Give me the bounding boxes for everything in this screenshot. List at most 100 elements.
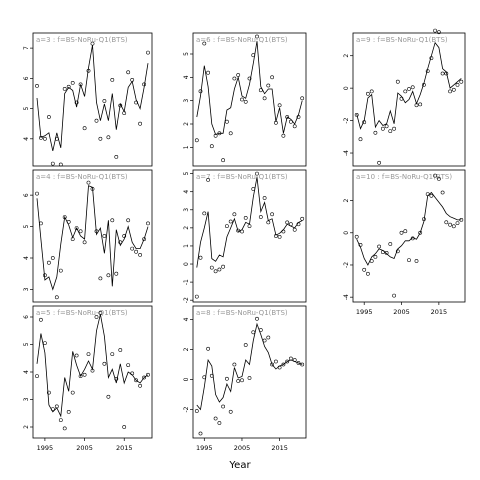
data-point: [285, 220, 290, 225]
data-point: [403, 89, 408, 94]
data-point: [66, 409, 71, 414]
data-point: [392, 126, 397, 131]
data-point: [66, 219, 71, 224]
data-point: [142, 82, 147, 87]
data-point: [70, 237, 75, 242]
data-point: [228, 409, 233, 414]
y-tick-label: 3: [183, 208, 190, 212]
data-point: [232, 76, 237, 81]
data-point: [224, 224, 229, 229]
data-point: [224, 119, 229, 124]
x-tick-label: 1995: [196, 444, 213, 452]
data-point: [255, 171, 259, 176]
data-point: [281, 133, 286, 138]
data-point: [122, 111, 127, 116]
data-point: [47, 260, 51, 265]
data-point: [122, 425, 127, 429]
data-point: [35, 84, 39, 88]
data-point: [82, 126, 87, 131]
y-tick-label: 2: [183, 347, 190, 351]
data-point: [221, 158, 226, 163]
data-point: [58, 162, 63, 167]
data-point: [43, 273, 47, 278]
data-point: [78, 82, 83, 87]
data-point: [106, 135, 111, 140]
data-point: [399, 96, 404, 101]
fitted-line: [196, 322, 303, 411]
data-point: [285, 359, 290, 364]
data-point: [429, 193, 434, 198]
data-point: [217, 267, 222, 272]
data-point: [296, 222, 301, 227]
data-point: [258, 215, 263, 219]
data-point: [202, 375, 207, 380]
data-point: [224, 376, 229, 381]
data-point: [106, 273, 111, 278]
data-point: [94, 118, 99, 123]
data-point: [436, 176, 441, 181]
data-point: [247, 76, 252, 81]
y-tick-label: 5: [23, 224, 30, 228]
data-point: [266, 335, 271, 340]
data-point: [255, 316, 259, 321]
data-point: [74, 100, 79, 105]
data-point: [455, 83, 460, 87]
x-tick-label: 2005: [393, 308, 410, 316]
data-point: [414, 103, 419, 108]
data-point: [62, 87, 67, 91]
data-point: [86, 352, 91, 357]
data-point: [262, 196, 267, 200]
x-tick-label: 1995: [37, 444, 54, 452]
data-point: [362, 120, 367, 125]
data-point: [138, 383, 143, 388]
data-point: [270, 362, 275, 367]
data-point: [228, 131, 233, 136]
data-point: [266, 220, 271, 225]
data-point: [247, 376, 252, 380]
data-point: [206, 177, 211, 182]
panel-label: a=10 : f=BS-NoRu-Q1(BTS): [356, 173, 452, 181]
data-point: [273, 359, 278, 364]
data-point: [58, 268, 63, 273]
data-point: [217, 131, 222, 136]
data-point: [236, 228, 241, 233]
data-point: [54, 404, 59, 409]
data-point: [365, 91, 370, 96]
data-point: [134, 378, 139, 383]
data-point: [273, 120, 278, 125]
data-point: [39, 221, 43, 226]
data-point: [62, 215, 67, 220]
y-tick-label: 5: [183, 52, 190, 56]
x-tick-label: 2015: [271, 444, 288, 452]
y-tick-label: 2: [183, 122, 190, 126]
y-tick-label: 4: [23, 370, 30, 374]
data-point: [354, 234, 359, 239]
panel-6: a=10 : f=BS-NoRu-Q1(BTS) -4 -2 0 2 1995 2005 20…: [343, 169, 466, 316]
panel-label: a=6 : f=BS-NoRu-Q1(BTS): [196, 36, 288, 44]
y-tick-label: 6: [23, 315, 30, 319]
data-point: [300, 362, 305, 367]
y-tick-label: 4: [183, 75, 190, 79]
panel-7: a=5 : f=BS-NoRu-Q1(BTS) 2 3 4 5 6 1995 2005 2015: [23, 305, 153, 452]
data-point: [194, 138, 199, 143]
data-point: [436, 30, 441, 35]
data-point: [403, 229, 408, 234]
fitted-line: [196, 41, 303, 135]
data-point: [110, 352, 115, 357]
panel-frame: [352, 32, 466, 167]
fitted-line: [356, 41, 462, 130]
x-tick-label: 2015: [116, 444, 133, 452]
data-point: [270, 212, 275, 217]
y-tick-label: -4: [343, 150, 350, 156]
y-tick-label: 4: [183, 317, 190, 321]
data-point: [251, 187, 256, 191]
y-tick-label: 3: [23, 397, 30, 401]
data-point: [362, 267, 367, 272]
data-point: [288, 222, 293, 227]
data-point: [418, 102, 423, 107]
data-point: [194, 294, 199, 299]
panel-label: a=7 : f=BS-NoRu-Q1(BTS): [196, 173, 288, 181]
data-point: [459, 79, 464, 84]
data-point: [392, 293, 397, 298]
data-point: [421, 217, 426, 222]
